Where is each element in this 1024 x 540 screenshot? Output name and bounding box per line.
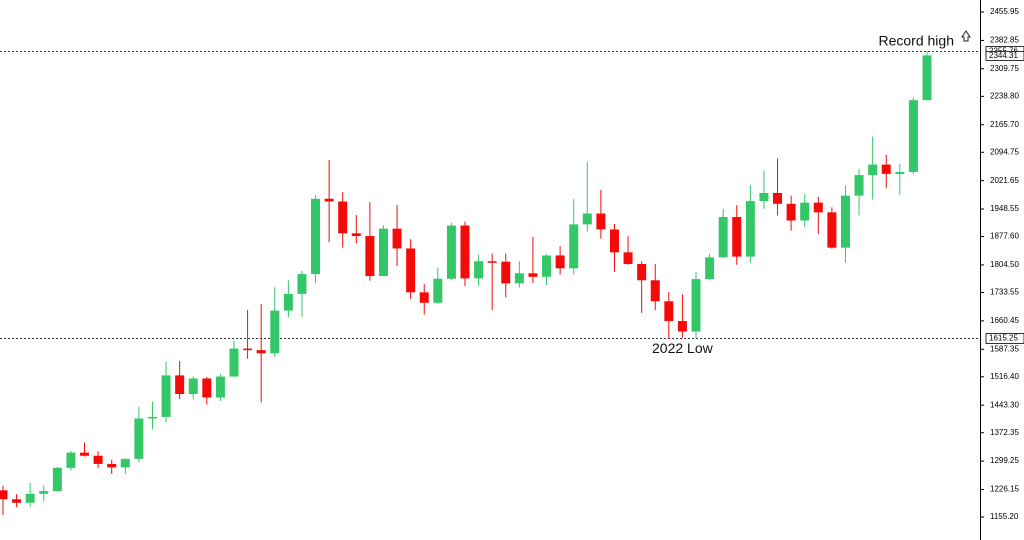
y-tick-label: 1443.30 (990, 400, 1019, 409)
y-tick-label: 1948.55 (990, 204, 1019, 213)
candle-body (202, 378, 212, 398)
candle-body (297, 274, 307, 294)
candle-body (107, 463, 117, 468)
y-tick-label: 1226.15 (990, 485, 1019, 494)
candle-body (406, 248, 416, 293)
candle-body (650, 280, 660, 302)
candle-body (39, 491, 49, 494)
y-tick-label: 1804.50 (990, 260, 1019, 269)
candle-body (596, 213, 606, 230)
candle-body (637, 263, 647, 281)
candle-body (147, 416, 157, 419)
y-tick-label: 2238.80 (990, 91, 1019, 100)
candle-body (120, 458, 130, 468)
candle-body (215, 376, 225, 398)
candle-body (840, 195, 850, 248)
level-label: 2022 Low (652, 340, 714, 356)
candle-body (514, 273, 524, 284)
candle-body (161, 375, 171, 417)
candle-body (460, 225, 470, 279)
y-tick-label: 2021.65 (990, 176, 1019, 185)
level-price-box (985, 333, 1024, 344)
candle-body (12, 499, 22, 503)
y-tick-label: 2455.95 (990, 7, 1019, 16)
y-tick-label: 1733.55 (990, 288, 1019, 297)
candle-body (378, 228, 388, 277)
y-tick-label: 2094.75 (990, 147, 1019, 156)
candle-body (759, 192, 769, 202)
candle-body (732, 217, 742, 257)
candle-body (908, 100, 918, 172)
y-tick-label: 2382.85 (990, 36, 1019, 45)
candle-body (609, 229, 619, 253)
candle-body (134, 418, 144, 459)
candle-body (800, 202, 810, 221)
candle-body (827, 212, 837, 248)
candle-body (677, 321, 687, 332)
candle-body (392, 228, 402, 249)
candle-body (351, 233, 361, 237)
candle-body (854, 175, 864, 196)
candle-body (229, 348, 239, 377)
candle-body (66, 452, 76, 468)
candle-body (175, 375, 185, 395)
candle-body (446, 225, 456, 279)
candle-body (542, 255, 552, 277)
candle-body (868, 164, 878, 176)
candle-body (25, 493, 35, 503)
y-tick-label: 1299.25 (990, 456, 1019, 465)
candle-body (487, 261, 497, 263)
candle-body (705, 257, 715, 280)
candle-body (569, 224, 579, 269)
last-price-label: 2344.31 (989, 51, 1018, 60)
candle-body (52, 467, 62, 492)
candle-body (270, 310, 280, 354)
candle-body (881, 164, 891, 174)
y-tick-label: 1587.35 (990, 344, 1019, 353)
candle-body (433, 278, 443, 303)
candle-body (419, 292, 429, 303)
candle-body (664, 301, 674, 322)
candle-body (283, 293, 293, 311)
candle-body (718, 217, 728, 258)
candle-body (324, 198, 334, 202)
y-tick-label: 1155.20 (990, 512, 1019, 521)
candle-body (922, 55, 932, 101)
arrow-icon (961, 30, 971, 42)
level-price-label: 1615.25 (989, 334, 1018, 343)
candle-body (528, 273, 538, 277)
candle-body (501, 261, 511, 284)
y-tick-label: 2309.75 (990, 64, 1019, 73)
candle-body (813, 202, 823, 213)
y-tick-label: 1516.40 (990, 372, 1019, 381)
candle-body (188, 378, 198, 395)
candle-body (773, 192, 783, 204)
candle-body (80, 452, 90, 456)
y-tick-label: 1372.35 (990, 428, 1019, 437)
candle-body (745, 201, 755, 257)
level-label: Record high (879, 33, 955, 49)
y-tick-label: 2165.70 (990, 120, 1019, 129)
candle-body (555, 255, 565, 269)
candle-body (365, 236, 375, 277)
candle-body (0, 490, 8, 500)
candle-body (786, 203, 796, 221)
candle-body (338, 201, 348, 234)
y-tick-label: 1877.60 (990, 232, 1019, 241)
candle-body (474, 261, 484, 279)
candle-body (691, 279, 701, 332)
candle-body (311, 198, 321, 275)
candle-body (895, 171, 905, 174)
candle-body (582, 213, 592, 225)
candle-body (93, 455, 103, 464)
last-price-box (985, 50, 1024, 61)
y-tick-label: 1660.45 (990, 316, 1019, 325)
candle-body (243, 348, 253, 351)
candle-body (256, 350, 266, 354)
candle-body (623, 252, 633, 264)
